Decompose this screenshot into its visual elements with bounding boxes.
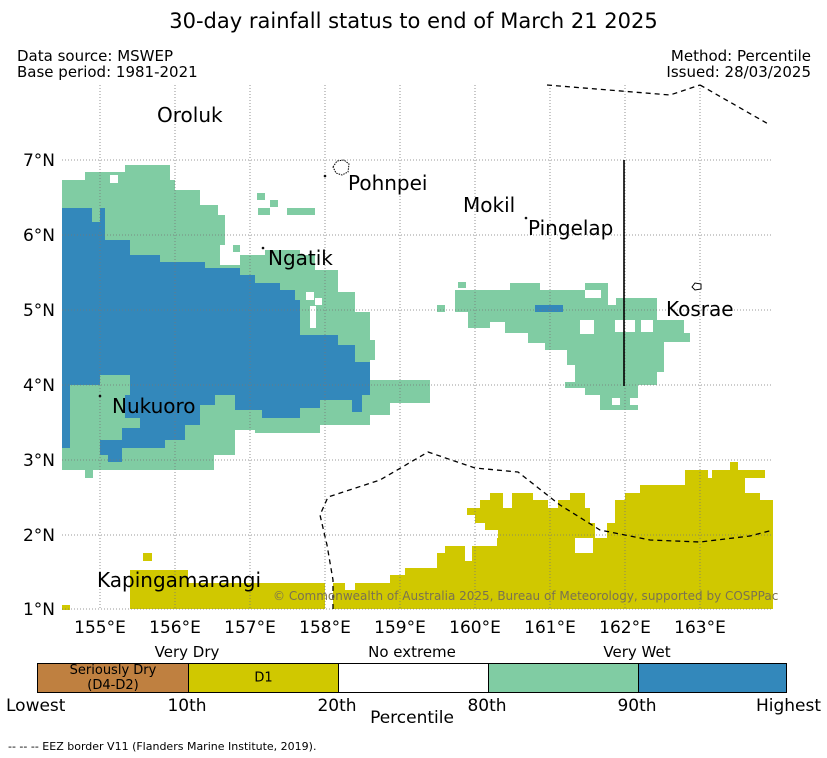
method: Method: Percentile <box>670 47 811 65</box>
data-source: Data source: MSWEP <box>17 47 174 65</box>
svg-text:155°E: 155°E <box>74 618 126 638</box>
place-label-mokil: Mokil <box>463 193 515 217</box>
wet-90-high-region <box>62 208 563 462</box>
legend-colorbar: Seriously Dry (D4-D2) D1 <box>37 663 787 693</box>
legend-bound-highest: Highest <box>755 696 821 716</box>
nukuoro-atoll <box>98 394 102 398</box>
legend-d1: D1 <box>188 664 338 692</box>
svg-text:159°E: 159°E <box>374 618 426 638</box>
islands <box>98 159 702 398</box>
lat-tick-labels: 7°N 6°N 5°N 4°N 3°N 2°N 1°N <box>23 151 55 620</box>
svg-text:157°E: 157°E <box>224 618 276 638</box>
svg-text:160°E: 160°E <box>449 618 501 638</box>
place-label-pohnpei: Pohnpei <box>348 171 428 195</box>
eez-border <box>319 84 774 609</box>
pohnpei-island <box>332 159 350 176</box>
svg-text:158°E: 158°E <box>299 618 351 638</box>
place-label-pingelap: Pingelap <box>528 216 613 240</box>
svg-text:161°E: 161°E <box>524 618 576 638</box>
copyright-notice: © Commonwealth of Australia 2025, Bureau… <box>273 589 778 603</box>
legend-seriously-dry-label: Seriously Dry (D4-D2) <box>69 663 157 693</box>
eez-footnote: -- -- -- EEZ border V11 (Flanders Marine… <box>8 740 317 753</box>
place-label-ngatik: Ngatik <box>268 246 333 270</box>
place-label-kosrae: Kosrae <box>666 297 734 321</box>
no-extreme-gaps <box>110 175 653 405</box>
svg-text:163°E: 163°E <box>674 618 726 638</box>
legend-no-extreme <box>338 664 488 692</box>
rainfall-map: Oroluk Pohnpei Mokil Pingelap Ngatik Kos… <box>23 84 778 638</box>
place-label-kapingamarangi: Kapingamarangi <box>97 568 261 592</box>
svg-text:7°N: 7°N <box>23 151 55 171</box>
svg-text:1°N: 1°N <box>23 600 55 620</box>
base-period: Base period: 1981-2021 <box>17 63 198 81</box>
svg-text:2°N: 2°N <box>23 526 55 546</box>
issued-date: Issued: 28/03/2025 <box>666 63 811 81</box>
legend-wet-90-high <box>638 664 786 692</box>
ngatik-atoll <box>261 246 265 250</box>
svg-text:6°N: 6°N <box>23 226 55 246</box>
mokil-atoll <box>524 216 528 220</box>
map-title: 30-day rainfall status to end of March 2… <box>169 9 658 33</box>
graticule <box>62 85 773 610</box>
dry-d1-region <box>62 462 773 610</box>
svg-text:5°N: 5°N <box>23 301 55 321</box>
legend-bound-lowest: Lowest <box>6 696 66 716</box>
svg-text:162°E: 162°E <box>599 618 651 638</box>
svg-text:156°E: 156°E <box>149 618 201 638</box>
legend-seriously-dry: Seriously Dry (D4-D2) <box>38 663 188 693</box>
oroluk-atoll <box>323 174 327 178</box>
legend-d1-label: D1 <box>254 670 273 686</box>
kosrae-island <box>691 282 702 291</box>
svg-text:4°N: 4°N <box>23 376 55 396</box>
legend-wet-80-90 <box>488 664 638 692</box>
dry-gaps <box>575 478 760 553</box>
place-label-nukuoro: Nukuoro <box>112 394 196 418</box>
place-label-oroluk: Oroluk <box>157 103 223 127</box>
svg-text:3°N: 3°N <box>23 451 55 471</box>
lon-tick-labels: 155°E 156°E 157°E 158°E 159°E 160°E 161°… <box>74 618 726 638</box>
